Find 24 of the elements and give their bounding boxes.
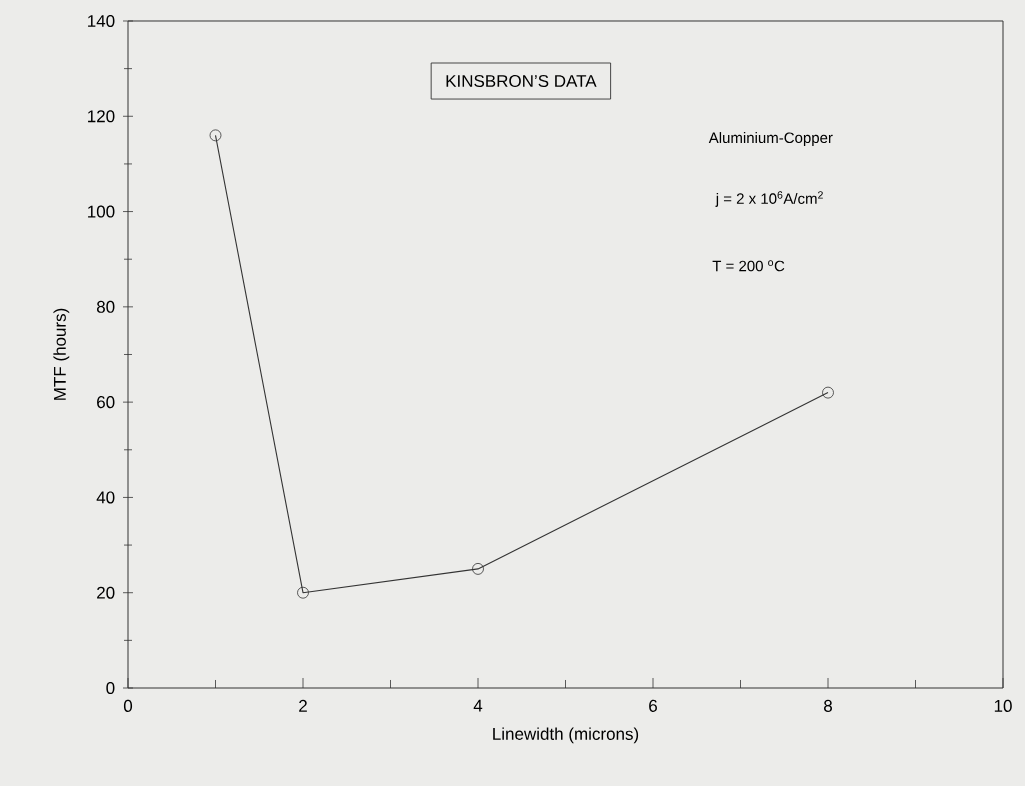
x-tick-label: 6 xyxy=(649,699,657,712)
text: KINSBRON’S DATA xyxy=(446,75,597,88)
y-tick-label: 140 xyxy=(88,14,115,28)
y-axis-title: MTF (hours) xyxy=(53,308,70,400)
point xyxy=(297,586,309,599)
point xyxy=(472,562,484,575)
y-tick-label: 20 xyxy=(97,586,115,599)
y-tick-label: 100 xyxy=(88,205,115,218)
x-tick-label: 0 xyxy=(123,699,133,712)
y-tick-label: 80 xyxy=(96,300,115,313)
x-tick-label: 8 xyxy=(824,699,832,712)
point xyxy=(822,386,834,399)
x-tick-label: 2 xyxy=(299,699,307,712)
point xyxy=(209,129,222,142)
annotation: Aluminium-Copper xyxy=(708,132,833,147)
x-tick-label: 4 xyxy=(473,699,483,712)
annotation: j = 2 x 10$^{6}$A/cm$^{2}$ xyxy=(715,191,823,207)
y-tick-label: 120 xyxy=(88,110,115,123)
x-axis-title: Linewidth (microns) xyxy=(493,727,639,744)
y-tick-label: 40 xyxy=(96,491,115,504)
y-tick-label: 60 xyxy=(97,396,115,409)
y-tick-label: 0 xyxy=(106,681,115,695)
x-tick-label: 10 xyxy=(994,699,1012,712)
annotation: T = 200 $^{o}$C xyxy=(712,260,785,272)
